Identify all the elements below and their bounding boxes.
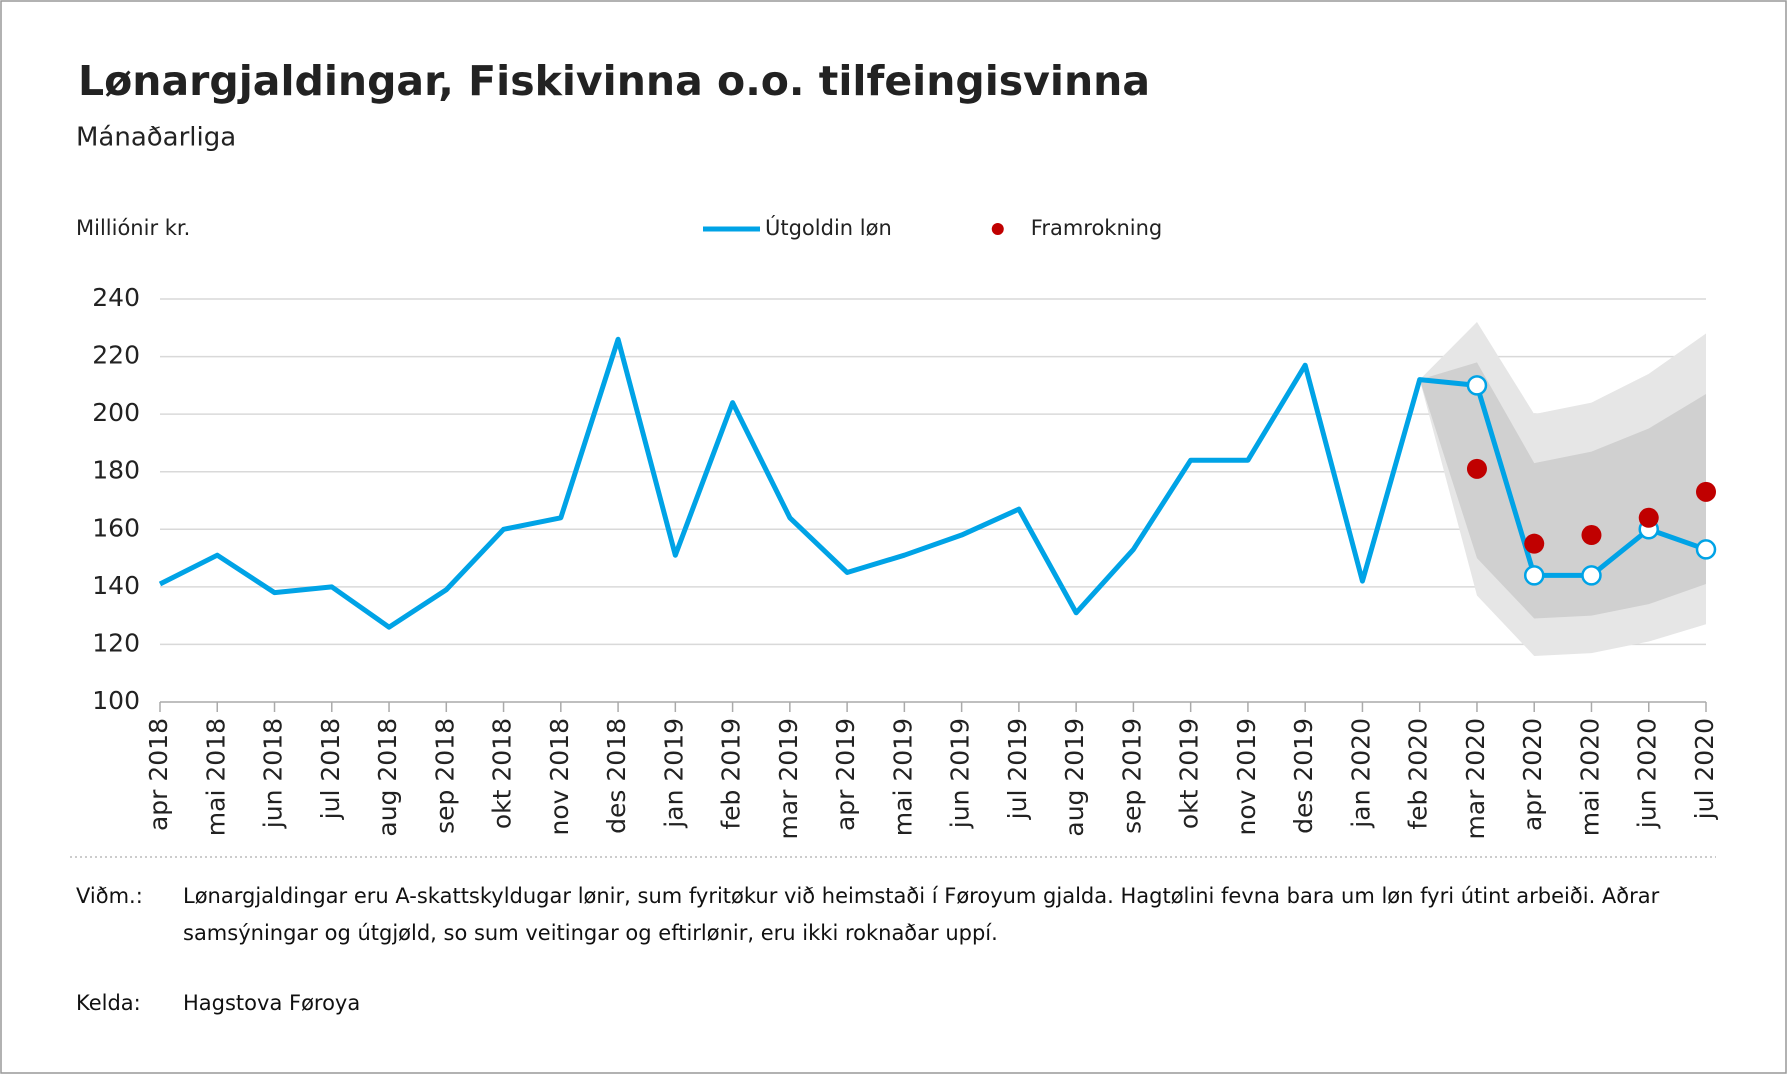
x-tick-label: sep 2019 (1117, 718, 1146, 834)
x-tick-label: des 2019 (1289, 718, 1318, 834)
x-tick-label: nov 2019 (1232, 718, 1261, 836)
x-tick-label: aug 2019 (1060, 718, 1089, 837)
x-tick-label: okt 2019 (1175, 718, 1204, 829)
x-tick-label: mai 2018 (201, 718, 230, 836)
series-line (158, 336, 1707, 630)
forecast-point (1696, 481, 1716, 502)
notes-label: Viðm.: (76, 884, 143, 908)
y-tick-label: 200 (92, 398, 140, 427)
legend-swatch (991, 223, 1004, 235)
y-tick-label: 160 (92, 513, 140, 542)
y-tick-label: 120 (92, 628, 140, 657)
notes-text: Lønargjaldingar eru A-skattskyldugar løn… (183, 884, 1660, 945)
x-tick-label: apr 2020 (1518, 718, 1547, 831)
x-tick-label: mar 2020 (1461, 718, 1490, 840)
y-tick-label: 220 (92, 341, 140, 370)
forecast-point (1581, 525, 1602, 546)
y-tick-label: 240 (92, 283, 140, 312)
forecast-point (1524, 533, 1545, 554)
source-text: Hagstova Føroya (183, 991, 361, 1015)
x-tick-label: des 2018 (602, 718, 631, 834)
legend-label: Framrokning (1031, 216, 1162, 240)
source-label: Kelda: (76, 991, 141, 1015)
x-tick-label: aug 2018 (373, 718, 402, 837)
x-tick-label: jul 2020 (1690, 718, 1719, 820)
y-tick-label: 180 (92, 456, 140, 485)
forecast-point (1466, 458, 1487, 479)
x-tick-label: jan 2020 (1346, 718, 1375, 829)
x-tick-label: feb 2020 (1404, 718, 1433, 830)
x-tick-label: jul 2019 (1003, 718, 1032, 820)
x-tick-label: apr 2019 (831, 718, 860, 831)
x-tick-label: okt 2018 (488, 718, 517, 829)
line-marker (1695, 539, 1717, 560)
x-tick-label: jun 2018 (259, 718, 288, 829)
y-tick-label: 140 (92, 571, 140, 600)
line-marker (1466, 375, 1488, 396)
x-tick-label: jun 2019 (946, 718, 975, 829)
x-tick-label: jun 2020 (1633, 718, 1662, 829)
x-tick-label: sep 2018 (430, 718, 459, 834)
x-tick-label: jan 2019 (659, 718, 688, 829)
x-tick-label: nov 2018 (545, 718, 574, 836)
x-tick-label: mai 2020 (1575, 718, 1604, 836)
chart-title: Lønargjaldingar, Fiskivinna o.o. tilfein… (78, 57, 1150, 105)
x-tick-label: apr 2018 (144, 718, 173, 831)
y-tick-label: 100 (92, 686, 140, 715)
y-axis-label: Milliónir kr. (76, 216, 190, 240)
x-tick-label: jul 2018 (316, 718, 345, 820)
x-tick-label: mai 2019 (888, 718, 917, 836)
legend-label: Útgoldin løn (765, 215, 892, 240)
line-marker (1581, 565, 1602, 586)
forecast-point (1638, 507, 1659, 528)
x-tick-label: feb 2019 (717, 718, 746, 830)
chart-subtitle: Mánaðarliga (76, 123, 236, 153)
line-marker (1523, 565, 1545, 586)
x-tick-label: mar 2019 (774, 718, 803, 840)
